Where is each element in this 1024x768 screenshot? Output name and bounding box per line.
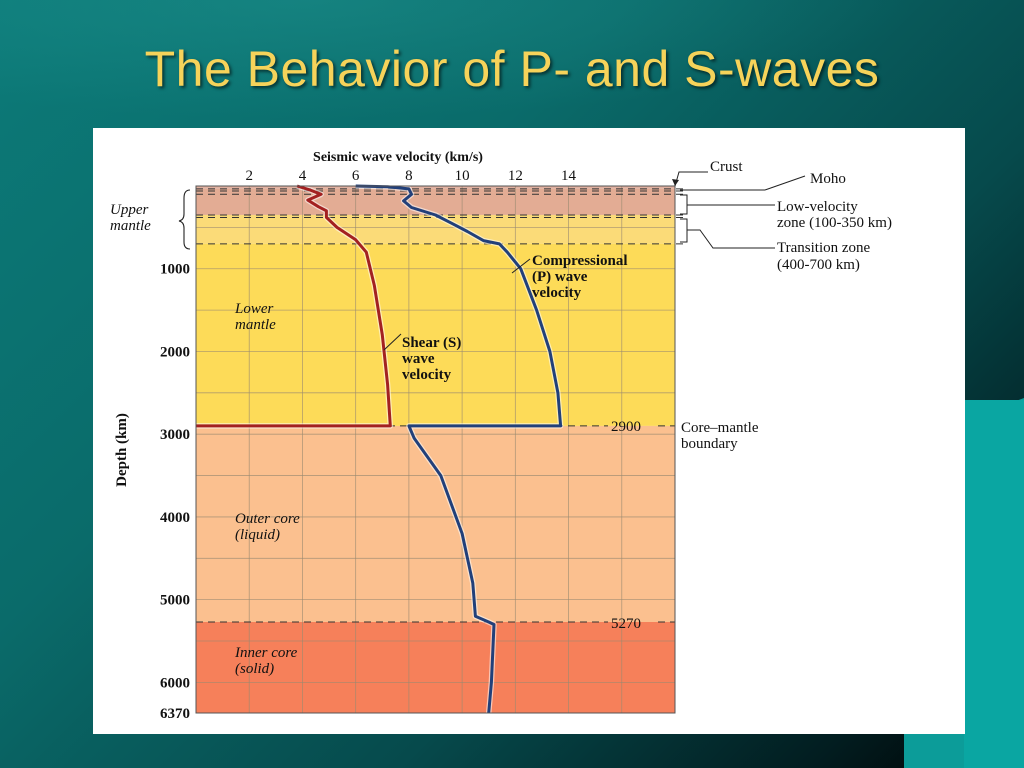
p-wave-label-line3: velocity [532, 285, 582, 301]
outer-core-label-line1: Outer core [235, 511, 300, 527]
layer-band [196, 243, 675, 426]
background-accent-strip [964, 400, 1024, 768]
lower-mantle-label-line2: mantle [235, 317, 276, 333]
s-wave-label-line1: Shear (S) [402, 335, 461, 351]
upper-mantle-label-line2: mantle [110, 218, 151, 234]
crust-leader [674, 171, 708, 187]
y-tick-label: 3000 [160, 427, 190, 443]
inner-core-depth-label: 5270 [611, 616, 641, 632]
y-tick-label: 5000 [160, 593, 190, 609]
transition-annotation-line2: (400-700 km) [777, 257, 860, 273]
s-wave-label-line3: velocity [402, 367, 452, 383]
x-tick-label: 8 [405, 168, 413, 184]
y-tick-label: 2000 [160, 344, 190, 360]
layer-band [196, 621, 675, 713]
plot-border [195, 185, 676, 714]
x-tick-label: 14 [561, 168, 577, 184]
x-tick-label: 2 [245, 168, 253, 184]
s-wave-label-line2: wave [402, 351, 435, 367]
upper-mantle-brace [178, 189, 191, 250]
y-tick-label: 1000 [160, 262, 190, 278]
s-wave-leader [383, 333, 402, 351]
inner-core-label-line1: Inner core [234, 645, 298, 661]
x-axis-title: Seismic wave velocity (km/s) [313, 150, 483, 165]
crust-annotation: Crust [710, 159, 743, 175]
figure-panel: Seismic wave velocity (km/s) 2 4 6 8 10 12 14 … [93, 128, 965, 734]
s-wave-velocity-curve [196, 184, 392, 428]
x-tick-label: 6 [352, 168, 360, 184]
slide-title: The Behavior of P- and S-waves [144, 41, 880, 97]
core-mantle-depth-label: 2900 [611, 419, 641, 435]
moho-annotation: Moho [810, 171, 846, 187]
upper-mantle-label-line1: Upper [110, 202, 148, 218]
x-tick-label: 4 [299, 168, 307, 184]
y-tick-label: 6370 [160, 706, 190, 722]
y-axis-title: Depth (km) [114, 413, 130, 487]
lower-mantle-label-line1: Lower [234, 301, 274, 317]
x-tick-label: 10 [455, 168, 470, 184]
layer-band [196, 214, 675, 244]
crust-arrowhead [672, 179, 679, 186]
transition-bracket [680, 218, 775, 249]
p-wave-velocity-curve [355, 184, 563, 714]
low-velocity-bracket [680, 194, 775, 215]
low-velocity-annotation-line1: Low-velocity [777, 199, 858, 215]
p-wave-label-line1: Compressional [532, 253, 628, 269]
p-wave-leader [511, 258, 531, 274]
layer-band [196, 425, 675, 622]
inner-core-label-line2: (solid) [235, 661, 274, 677]
layer-band [196, 186, 675, 189]
outer-core-label-line2: (liquid) [235, 527, 280, 543]
y-tick-label: 4000 [160, 510, 190, 526]
seismic-velocity-chart: Seismic wave velocity (km/s) 2 4 6 8 10 12 14 … [110, 150, 892, 722]
moho-leader [764, 175, 806, 191]
p-wave-label-line2: (P) wave [532, 269, 588, 285]
core-mantle-annotation-line1: Core–mantle [681, 420, 759, 436]
layer-band [196, 188, 675, 215]
x-tick-label: 12 [508, 168, 523, 184]
low-velocity-annotation-line2: zone (100-350 km) [777, 215, 892, 231]
transition-annotation-line1: Transition zone [777, 240, 871, 256]
core-mantle-annotation-line2: boundary [681, 436, 738, 452]
y-tick-label: 6000 [160, 675, 190, 691]
